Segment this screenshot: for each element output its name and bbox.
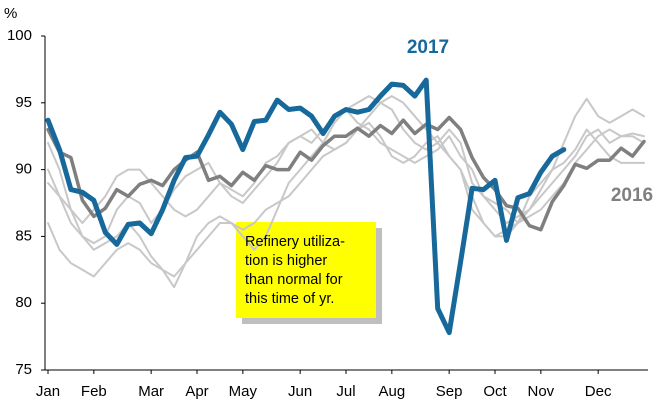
x-tick-label: May — [229, 383, 258, 400]
annotation-text: tion is higher — [245, 253, 327, 269]
x-tick-label: Dec — [585, 383, 612, 400]
y-tick-label: 90 — [15, 161, 32, 178]
series-line — [45, 77, 567, 336]
x-tick-label: Aug — [378, 383, 405, 400]
y-tick-label: 100 — [7, 27, 32, 44]
x-tick-label: Mar — [138, 383, 164, 400]
x-tick-label: Apr — [185, 383, 208, 400]
x-tick-label: Jan — [36, 383, 60, 400]
series-line — [47, 95, 645, 289]
x-tick-label: Oct — [483, 383, 507, 400]
x-tick-label: Nov — [528, 383, 555, 400]
y-axis-unit: % — [4, 5, 17, 22]
series-line — [46, 115, 646, 232]
x-tick-label: Feb — [81, 383, 107, 400]
x-tick-label: Jun — [288, 383, 312, 400]
y-tick-label: 85 — [15, 227, 32, 244]
annotation-box — [236, 222, 376, 318]
y-tick-label: 80 — [15, 294, 32, 311]
x-tick-label: Sep — [436, 383, 463, 400]
annotation-text: than normal for — [245, 272, 343, 288]
y-tick-label: 95 — [15, 94, 32, 111]
annotation-text: this time of yr. — [245, 291, 334, 307]
series-label: 2016 — [611, 185, 653, 206]
y-tick-label: 75 — [15, 361, 32, 378]
x-tick-label: Jul — [336, 383, 355, 400]
series-label: 2017 — [407, 37, 449, 58]
annotation-text: Refinery utiliza- — [245, 234, 345, 250]
